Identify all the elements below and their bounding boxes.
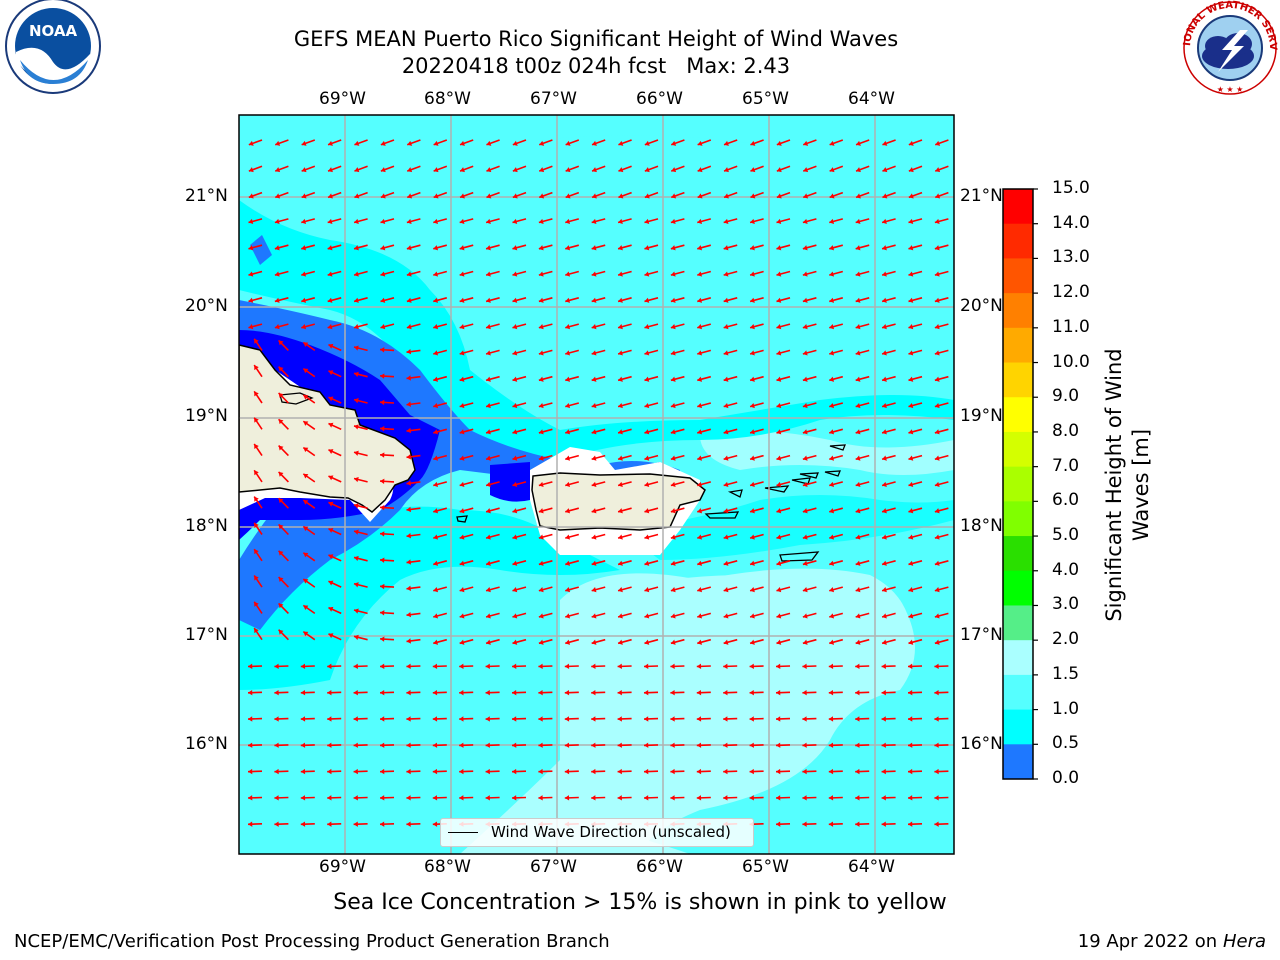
colorbar-tick-label: 1.0 (1052, 698, 1080, 719)
colorbar-swatch (1003, 536, 1033, 572)
colorbar-tick-label: 10.0 (1052, 351, 1090, 372)
lon-label-bottom: 64°W (848, 857, 895, 877)
colorbar-tick-label: 12.0 (1052, 282, 1090, 303)
lat-label-left: 16°N (185, 734, 228, 754)
colorbar-tick-label: 14.0 (1052, 212, 1090, 233)
lon-label-top: 65°W (742, 89, 789, 109)
lat-label-left: 18°N (185, 516, 228, 536)
lon-label-top: 64°W (848, 89, 895, 109)
legend-line-icon (448, 832, 478, 833)
lon-label-top: 68°W (424, 89, 471, 109)
wave-height-field (239, 115, 954, 854)
colorbar-swatch (1003, 258, 1033, 294)
footer-credit: NCEP/EMC/Verification Post Processing Pr… (14, 931, 610, 952)
colorbar-swatch (1003, 293, 1033, 329)
legend-label: Wind Wave Direction (unscaled) (491, 823, 731, 841)
lon-label-top: 69°W (319, 89, 366, 109)
colorbar-swatch (1003, 431, 1033, 468)
colorbar-tick-label: 7.0 (1052, 455, 1080, 476)
lat-label-right: 21°N (960, 186, 1003, 206)
svg-text:★ ★ ★: ★ ★ ★ (1217, 85, 1244, 94)
lat-label-left: 17°N (185, 625, 228, 645)
colorbar-swatch (1003, 570, 1033, 606)
lat-label-right: 18°N (960, 516, 1003, 536)
colorbar-tick-label: 15.0 (1052, 178, 1090, 198)
footer-machine: Hera (1222, 931, 1266, 952)
lat-label-right: 19°N (960, 406, 1003, 426)
chart-subtitle: 20220418 t00z 024h fcst Max: 2.43 (401, 54, 791, 78)
colorbar-tick-label: 1.5 (1052, 663, 1080, 684)
colorbar-tick-label: 6.0 (1052, 490, 1080, 511)
lat-label-left: 20°N (185, 296, 228, 316)
lon-label-bottom: 69°W (319, 857, 366, 877)
lat-label-right: 20°N (960, 296, 1003, 316)
lon-label-bottom: 66°W (636, 857, 683, 877)
lat-label-left: 21°N (185, 186, 228, 206)
colorbar-tick-label: 13.0 (1052, 247, 1090, 268)
map-legend: Wind Wave Direction (unscaled) (440, 818, 754, 847)
colorbar-swatch (1003, 674, 1033, 711)
colorbar-swatch (1003, 709, 1033, 745)
wind-wave-direction-arrows (247, 139, 949, 827)
colorbar-swatch (1003, 189, 1033, 225)
colorbar-swatch (1003, 327, 1033, 364)
colorbar-tick-label: 3.0 (1052, 594, 1080, 615)
colorbar-tick-label: 0.5 (1052, 733, 1080, 754)
colorbar-swatch (1003, 605, 1033, 641)
colorbar-tick-label: 4.0 (1052, 559, 1080, 580)
colorbar-tick-label: 9.0 (1052, 386, 1080, 407)
colorbar-swatch (1003, 362, 1033, 398)
colorbar-tick-label: 0.0 (1052, 768, 1080, 788)
colorbar-tick-label: 11.0 (1052, 316, 1090, 337)
map-frame (238, 114, 955, 855)
hispaniola-land (239, 344, 416, 513)
colorbar (1002, 188, 1038, 780)
noaa-logo: NOAA (0, 0, 110, 114)
puerto-rico-land (531, 472, 706, 531)
lat-label-left: 19°N (185, 406, 228, 426)
colorbar-swatch (1003, 744, 1033, 780)
colorbar-title: Significant Height of Wind Waves [m] (1102, 348, 1153, 622)
colorbar-swatch (1003, 223, 1033, 259)
colorbar-tick-label: 8.0 (1052, 420, 1080, 441)
colorbar-swatch (1003, 501, 1033, 537)
colorbar-tick-label: 2.0 (1052, 629, 1080, 650)
colorbar-swatch (1003, 640, 1033, 676)
lat-label-right: 16°N (960, 734, 1003, 754)
sea-ice-note: Sea Ice Concentration > 15% is shown in … (333, 890, 947, 915)
lon-label-top: 67°W (530, 89, 577, 109)
lon-label-bottom: 68°W (424, 857, 471, 877)
lon-label-bottom: 65°W (742, 857, 789, 877)
lat-label-right: 17°N (960, 625, 1003, 645)
colorbar-swatch (1003, 466, 1033, 502)
chart-title: GEFS MEAN Puerto Rico Significant Height… (293, 27, 899, 51)
lon-label-top: 66°W (636, 89, 683, 109)
lon-label-bottom: 67°W (530, 857, 577, 877)
colorbar-swatch (1003, 397, 1033, 433)
nws-logo: NATIONAL WEATHER SERVICE ★ ★ ★ (1174, 0, 1280, 104)
svg-text:NOAA: NOAA (29, 22, 78, 40)
footer-date: 19 Apr 2022 on Hera (1077, 931, 1266, 952)
colorbar-tick-label: 5.0 (1052, 525, 1080, 546)
